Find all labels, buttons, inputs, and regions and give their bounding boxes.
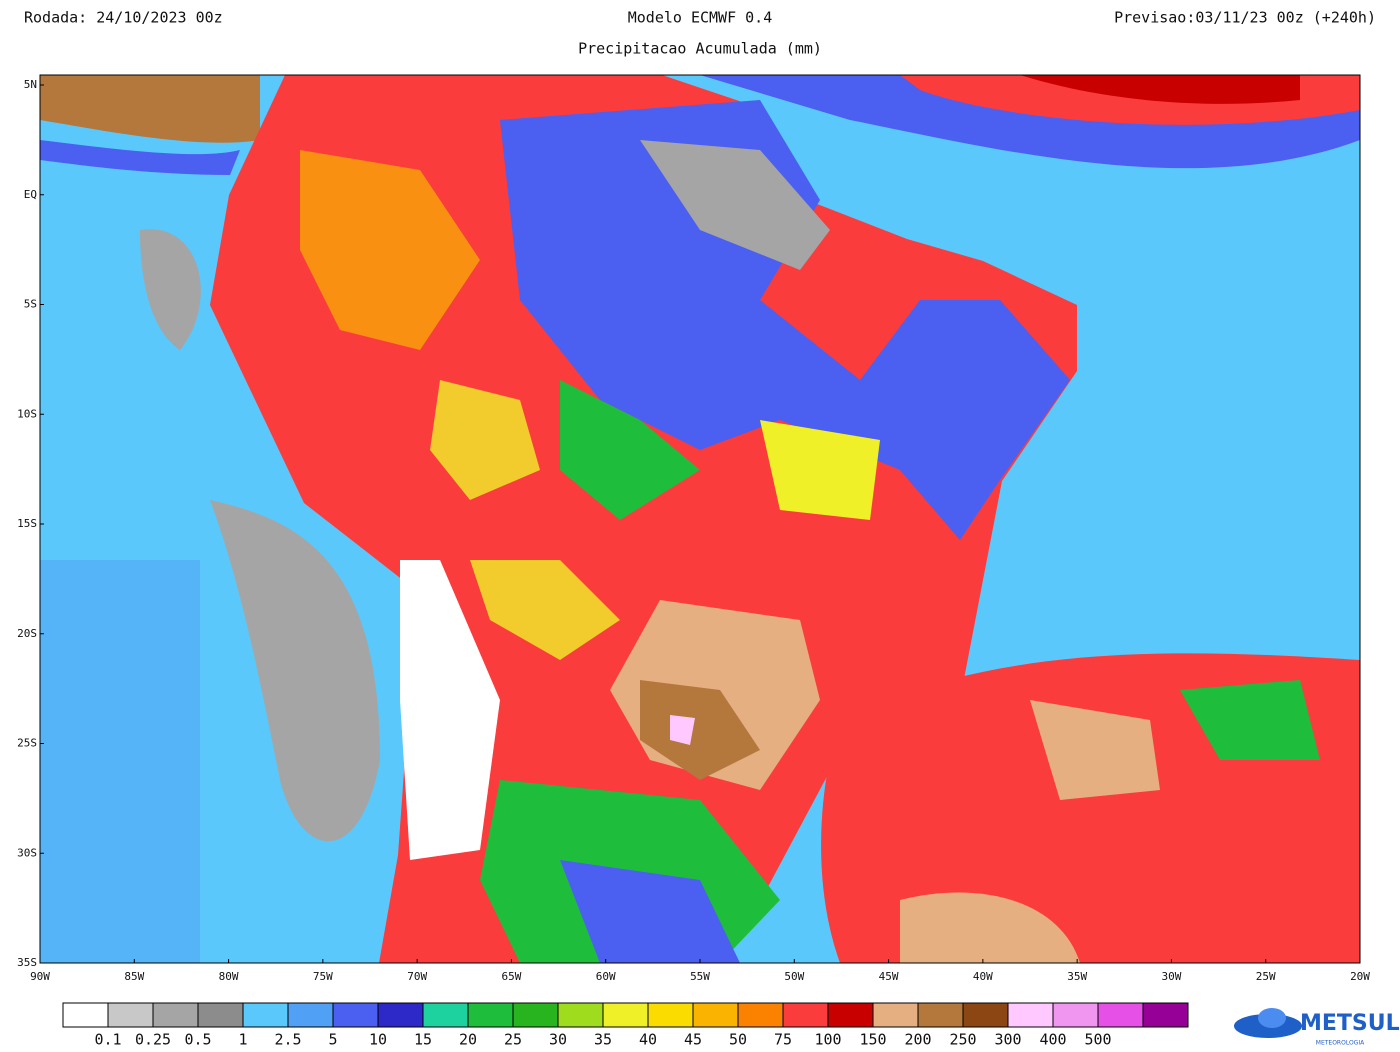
- legend-label: 15: [414, 1031, 432, 1049]
- legend-label: 45: [684, 1031, 702, 1049]
- legend-swatch: [197, 1002, 244, 1028]
- legend-swatch: [512, 1002, 559, 1028]
- legend-label: 0.25: [135, 1031, 171, 1049]
- legend-swatch: [872, 1002, 919, 1028]
- legend-swatch: [152, 1002, 199, 1028]
- logo: METSUL METEOROLOGIA: [1234, 1008, 1400, 1047]
- legend-label: 20: [459, 1031, 477, 1049]
- legend-label: 35: [594, 1031, 612, 1049]
- lon-label: 50W: [784, 970, 804, 983]
- legend-label: 5: [328, 1031, 337, 1049]
- lon-label: 45W: [879, 970, 899, 983]
- legend-swatch: [422, 1002, 469, 1028]
- legend-label: 1: [238, 1031, 247, 1049]
- legend-swatch: [1007, 1002, 1054, 1028]
- legend-swatch: [107, 1002, 154, 1028]
- logo-name: METSUL: [1300, 1011, 1400, 1036]
- legend-swatch: [377, 1002, 424, 1028]
- lon-label: 30W: [1161, 970, 1181, 983]
- run-label: Rodada: 24/10/2023 00z: [24, 9, 223, 27]
- legend-swatch: [557, 1002, 604, 1028]
- legend-label: 300: [994, 1031, 1021, 1049]
- subtitle: Precipitacao Acumulada (mm): [578, 40, 822, 58]
- legend-swatch: [647, 1002, 694, 1028]
- legend-swatch: [287, 1002, 334, 1028]
- legend-swatch: [917, 1002, 964, 1028]
- precip-field: [40, 75, 1360, 963]
- legend-swatch: [467, 1002, 514, 1028]
- legend-label: 50: [729, 1031, 747, 1049]
- lon-label: 20W: [1350, 970, 1370, 983]
- color-legend: 0.1 0.25 0.5 1 2.5 5 10 15 20 25 30 35 40 45 50 75 100 15…: [62, 1002, 1189, 1049]
- lon-label: 55W: [690, 970, 710, 983]
- legend-swatch: [737, 1002, 784, 1028]
- lon-label: 85W: [124, 970, 144, 983]
- lon-label: 60W: [596, 970, 616, 983]
- lat-label: 5N: [24, 78, 37, 91]
- legend-swatch: [1142, 1002, 1189, 1028]
- legend-label: 200: [904, 1031, 931, 1049]
- legend-label: 40: [639, 1031, 657, 1049]
- lat-label: 10S: [17, 407, 37, 420]
- lon-label: 35W: [1067, 970, 1087, 983]
- forecast-label: Previsao:03/11/23 00z (+240h): [1114, 9, 1376, 27]
- legend-swatch: [602, 1002, 649, 1028]
- legend-label: 0.1: [94, 1031, 121, 1049]
- legend-label: 250: [949, 1031, 976, 1049]
- legend-label: 150: [859, 1031, 886, 1049]
- lon-label: 80W: [219, 970, 239, 983]
- lat-label: EQ: [24, 188, 37, 201]
- legend-label: 400: [1039, 1031, 1066, 1049]
- lat-label: 20S: [17, 627, 37, 640]
- legend-swatch: [242, 1002, 289, 1028]
- lat-label: 5S: [24, 298, 37, 311]
- legend-label: 25: [504, 1031, 522, 1049]
- legend-swatch: [1052, 1002, 1099, 1028]
- legend-label: 500: [1084, 1031, 1111, 1049]
- legend-swatch: [1097, 1002, 1144, 1028]
- legend-label: 0.5: [184, 1031, 211, 1049]
- legend-label: 75: [774, 1031, 792, 1049]
- legend-label: 30: [549, 1031, 567, 1049]
- logo-sub: METEOROLOGIA: [1316, 1040, 1365, 1047]
- lon-label: 70W: [407, 970, 427, 983]
- lat-label: 15S: [17, 517, 37, 530]
- lat-label: 25S: [17, 737, 37, 750]
- legend-label: 100: [814, 1031, 841, 1049]
- lon-label: 25W: [1256, 970, 1276, 983]
- legend-label: 2.5: [274, 1031, 301, 1049]
- lon-label: 75W: [313, 970, 333, 983]
- model-title: Modelo ECMWF 0.4: [628, 9, 773, 27]
- lat-label: 30S: [17, 846, 37, 859]
- legend-swatch: [827, 1002, 874, 1028]
- legend-swatch: [332, 1002, 379, 1028]
- lon-label: 40W: [973, 970, 993, 983]
- lat-label: 35S: [17, 956, 37, 969]
- legend-swatch: [62, 1002, 109, 1028]
- lon-label: 65W: [501, 970, 521, 983]
- legend-swatch: [962, 1002, 1009, 1028]
- lon-label: 90W: [30, 970, 50, 983]
- legend-swatch: [692, 1002, 739, 1028]
- legend-label: 10: [369, 1031, 387, 1049]
- legend-swatch: [782, 1002, 829, 1028]
